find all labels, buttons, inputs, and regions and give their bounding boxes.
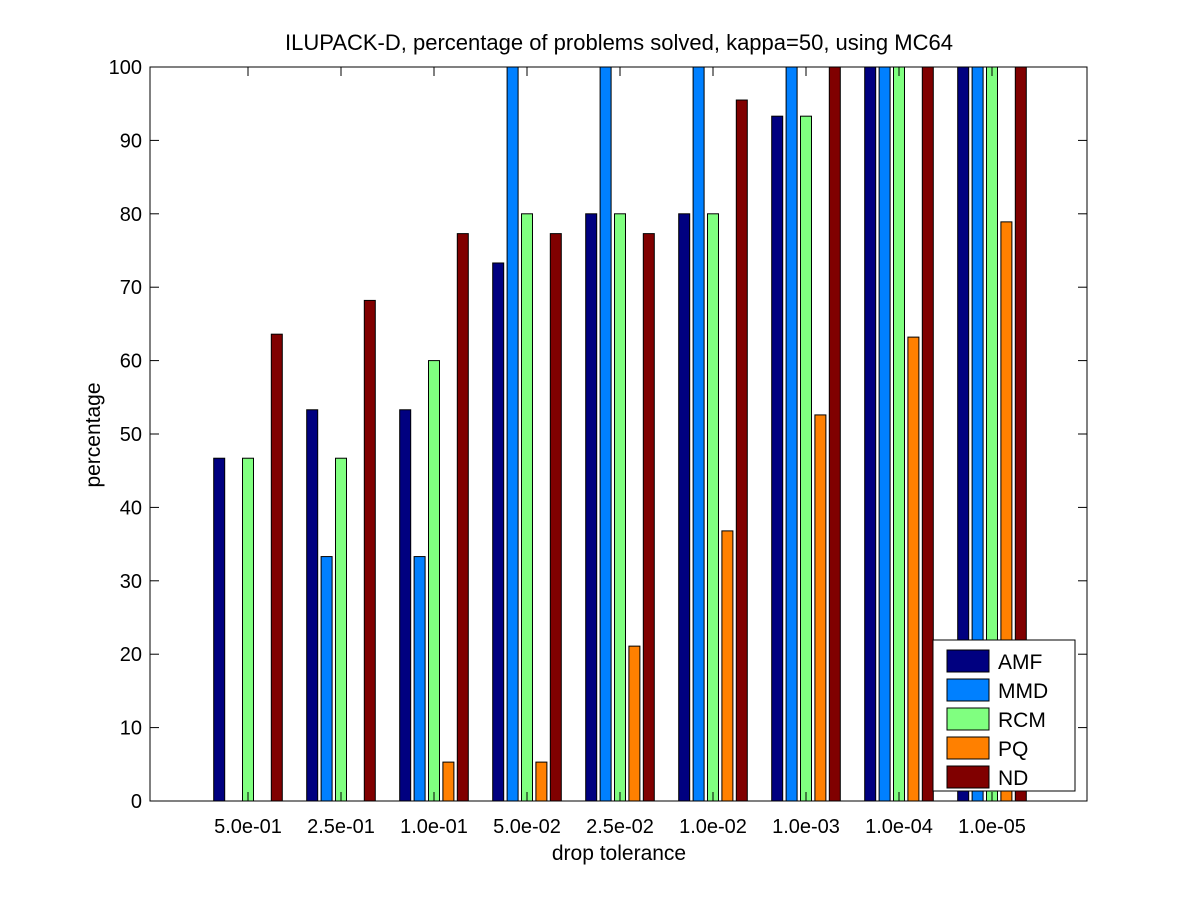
bar-mmd-1.0e-01 bbox=[413, 556, 426, 802]
y-tick-label: 10 bbox=[120, 718, 142, 740]
y-tick-label: 30 bbox=[120, 571, 142, 593]
y-tick-label: 50 bbox=[120, 424, 142, 446]
bar-mmd-1.0e-02 bbox=[692, 66, 705, 802]
bar-mmd-1.0e-03 bbox=[785, 66, 798, 802]
bar-nd-2.5e-01 bbox=[363, 299, 376, 802]
bar-mmd-5.0e-02 bbox=[506, 66, 519, 802]
legend-label-nd: ND bbox=[998, 767, 1028, 790]
x-tick-label: 5.0e-02 bbox=[493, 816, 561, 838]
bar-rcm-5.0e-01 bbox=[242, 457, 254, 802]
bar-pq-1.0e-01 bbox=[442, 761, 455, 802]
y-tick-label: 60 bbox=[120, 351, 142, 373]
legend-label-mmd: MMD bbox=[998, 680, 1048, 703]
legend-label-pq: PQ bbox=[998, 738, 1028, 761]
y-tick-label: 70 bbox=[120, 277, 142, 299]
bar-amf-1.0e-03 bbox=[771, 115, 784, 802]
bars-group bbox=[213, 66, 1027, 802]
bar-nd-2.5e-02 bbox=[642, 233, 655, 802]
bar-amf-5.0e-01 bbox=[213, 457, 226, 802]
bar-pq-1.0e-03 bbox=[814, 414, 827, 802]
y-tick-label: 100 bbox=[109, 57, 142, 79]
bar-mmd-1.0e-04 bbox=[878, 66, 891, 802]
bar-nd-1.0e-02 bbox=[735, 99, 748, 802]
x-tick-label: 1.0e-01 bbox=[400, 816, 468, 838]
bar-amf-1.0e-04 bbox=[864, 66, 877, 802]
legend-swatch-pq bbox=[946, 736, 990, 760]
bar-pq-5.0e-02 bbox=[535, 761, 548, 802]
bar-nd-1.0e-03 bbox=[828, 66, 841, 802]
legend-label-amf: AMF bbox=[998, 651, 1042, 674]
legend-swatch-nd bbox=[946, 765, 990, 789]
bar-pq-1.0e-02 bbox=[721, 530, 734, 802]
y-tick-label: 0 bbox=[131, 791, 142, 813]
bar-nd-5.0e-01 bbox=[270, 333, 283, 802]
bar-nd-1.0e-04 bbox=[921, 66, 934, 802]
bar-rcm-1.0e-01 bbox=[428, 360, 440, 802]
bar-rcm-2.5e-02 bbox=[614, 213, 626, 802]
bar-mmd-2.5e-01 bbox=[320, 556, 333, 802]
y-tick-label: 20 bbox=[120, 644, 142, 666]
bar-nd-1.0e-01 bbox=[456, 233, 469, 802]
bar-rcm-2.5e-01 bbox=[335, 457, 347, 802]
x-tick-label: 1.0e-04 bbox=[865, 816, 933, 838]
y-tick-label: 80 bbox=[120, 204, 142, 226]
x-tick-label: 2.5e-01 bbox=[307, 816, 375, 838]
x-tick-label: 1.0e-02 bbox=[679, 816, 747, 838]
y-tick-label: 40 bbox=[120, 497, 142, 519]
bar-pq-1.0e-04 bbox=[907, 336, 920, 802]
bar-rcm-1.0e-03 bbox=[800, 115, 812, 802]
x-tick-label: 5.0e-01 bbox=[214, 816, 282, 838]
bar-rcm-1.0e-04 bbox=[893, 66, 905, 802]
x-axis-label: drop tolerance bbox=[552, 842, 686, 865]
legend-swatch-mmd bbox=[946, 678, 990, 702]
bar-amf-5.0e-02 bbox=[492, 262, 505, 802]
x-tick-label: 1.0e-03 bbox=[772, 816, 840, 838]
bar-nd-5.0e-02 bbox=[549, 233, 562, 802]
bar-pq-2.5e-02 bbox=[628, 645, 641, 802]
bar-amf-2.5e-02 bbox=[585, 213, 598, 802]
chart-title: ILUPACK-D, percentage of problems solved… bbox=[285, 30, 953, 55]
y-axis-label: percentage bbox=[82, 382, 105, 487]
axes-group: 0 10 20 30 40 50 60 70 80 90 100 5.0e-01 2.5e-01 1.0e… bbox=[109, 57, 1088, 838]
x-tick-label: 1.0e-05 bbox=[958, 816, 1026, 838]
legend-swatch-amf bbox=[946, 649, 990, 673]
bar-rcm-1.0e-02 bbox=[707, 213, 719, 802]
bar-amf-1.0e-02 bbox=[678, 213, 691, 802]
legend-label-rcm: RCM bbox=[998, 709, 1046, 732]
y-tick-label: 90 bbox=[120, 130, 142, 152]
bar-amf-2.5e-01 bbox=[306, 409, 319, 802]
legend: AMF MMD RCM PQ ND bbox=[932, 639, 1076, 792]
x-tick-label: 2.5e-02 bbox=[586, 816, 654, 838]
bar-amf-1.0e-01 bbox=[399, 409, 412, 802]
bar-mmd-2.5e-02 bbox=[599, 66, 612, 802]
bar-rcm-5.0e-02 bbox=[521, 213, 533, 802]
legend-swatch-rcm bbox=[946, 707, 990, 731]
